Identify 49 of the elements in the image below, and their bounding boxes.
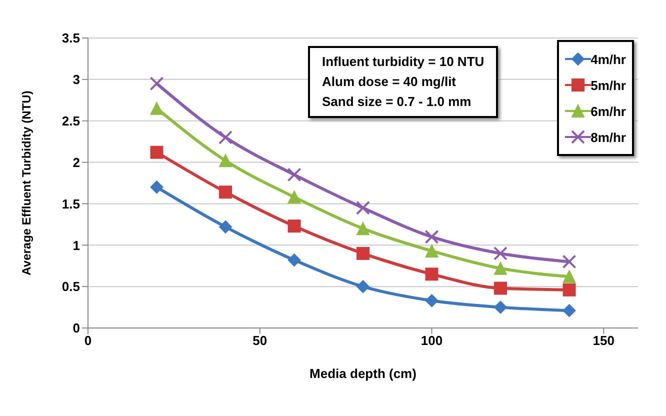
point xyxy=(425,294,438,308)
point xyxy=(356,222,370,236)
y-tick-label: 2.5 xyxy=(62,113,80,128)
point xyxy=(424,230,439,244)
annotation: Sand size = 0.7 - 1.0 mm xyxy=(322,93,472,111)
point xyxy=(288,254,301,267)
point xyxy=(219,154,232,168)
point xyxy=(287,168,302,182)
point xyxy=(356,200,370,215)
y-tick-label: 0 xyxy=(72,320,80,336)
y-tick-label: 2 xyxy=(72,154,80,170)
point xyxy=(150,102,164,115)
point xyxy=(494,246,508,260)
y-tick-label: 3.5 xyxy=(62,30,80,46)
point xyxy=(219,186,232,199)
y-tick-label: 3 xyxy=(72,72,80,88)
point xyxy=(425,268,438,281)
point xyxy=(150,146,164,159)
point xyxy=(288,220,301,233)
y-tick-label: 1 xyxy=(72,238,80,253)
point xyxy=(150,180,164,194)
point xyxy=(218,130,232,144)
point xyxy=(562,304,576,318)
legend-label: 4m/hr xyxy=(590,52,626,66)
point xyxy=(562,270,576,284)
point xyxy=(562,283,576,296)
x-tick-label: 50 xyxy=(252,333,268,348)
annotation: Influent turbidity = 10 NTU xyxy=(322,53,484,71)
point xyxy=(356,280,370,294)
point xyxy=(219,220,232,234)
legend-label: 5m/hr xyxy=(590,78,626,92)
y-tick-label: 1.5 xyxy=(62,196,80,212)
x-tick-label: 150 xyxy=(592,333,614,348)
point xyxy=(494,262,507,275)
point xyxy=(494,300,507,314)
point xyxy=(150,76,164,91)
point xyxy=(494,282,507,295)
point xyxy=(356,246,370,260)
x-axis-title: Media depth (cm) xyxy=(310,366,416,381)
point xyxy=(288,190,301,204)
annotation: Alum dose = 40 mg/lit xyxy=(322,73,458,91)
x-tick-label: 100 xyxy=(420,333,443,348)
legend-label: 8m/hr xyxy=(590,130,626,144)
y-tick-label: 0.5 xyxy=(62,279,80,294)
point xyxy=(562,254,576,269)
x-tick-label: 0 xyxy=(84,333,92,348)
legend-label: 6m/hr xyxy=(590,104,626,118)
y-axis-title: Average Effluent Turbidity (NTU) xyxy=(19,90,34,276)
point xyxy=(425,244,438,258)
